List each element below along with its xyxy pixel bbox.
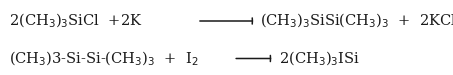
Text: (CH$_3$)3-Si-Si-(CH$_3$)$_3$  +  I$_2$: (CH$_3$)3-Si-Si-(CH$_3$)$_3$ + I$_2$ <box>9 49 199 68</box>
Text: 2(CH$_3$)$_3$ISi: 2(CH$_3$)$_3$ISi <box>279 49 360 68</box>
Text: 2(CH$_3$)$_3$SiCl  +2K: 2(CH$_3$)$_3$SiCl +2K <box>9 12 143 30</box>
Text: (CH$_3$)$_3$SiSi(CH$_3$)$_3$  +  2KCl: (CH$_3$)$_3$SiSi(CH$_3$)$_3$ + 2KCl <box>260 12 453 30</box>
